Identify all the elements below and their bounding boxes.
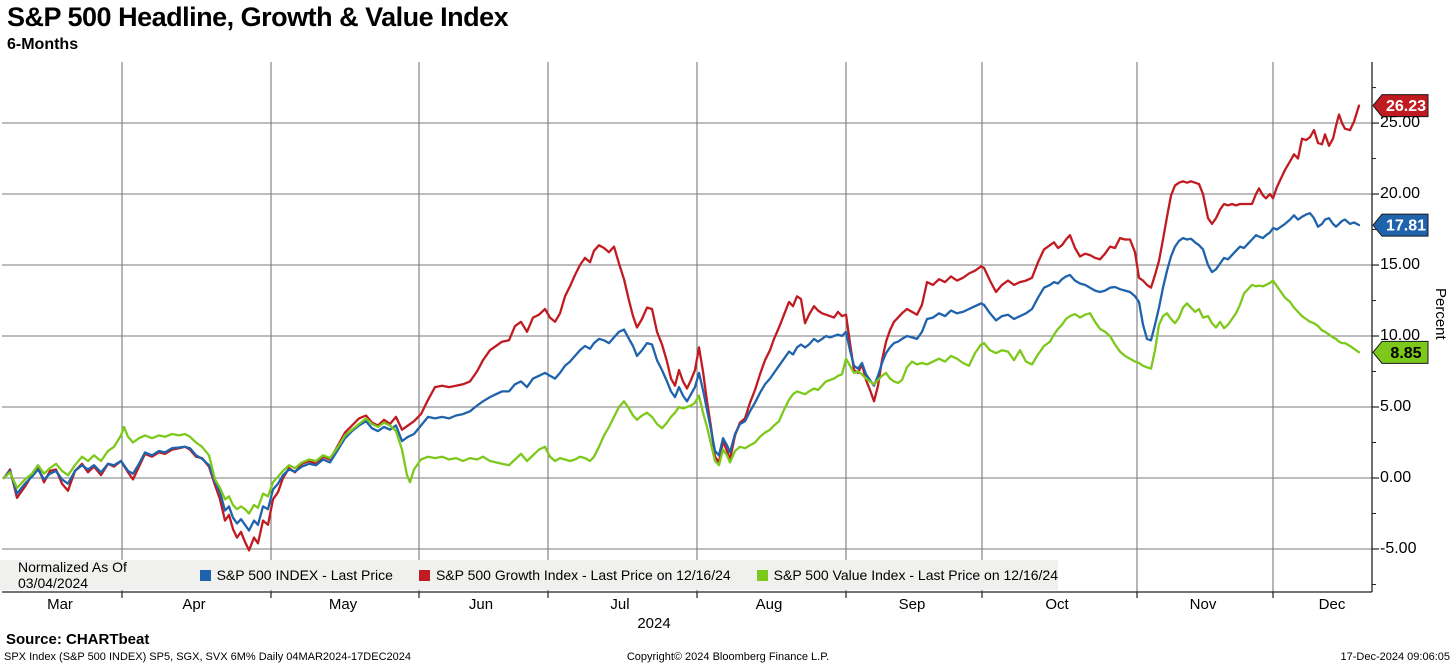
y-axis-tick-label: 15.00 bbox=[1380, 256, 1421, 274]
source-label: Source: CHARTbeat bbox=[6, 631, 150, 648]
page-title: S&P 500 Headline, Growth & Value Index bbox=[7, 2, 509, 32]
series-line bbox=[2, 104, 1361, 552]
x-axis-month-label: Oct bbox=[1045, 596, 1069, 613]
legend-item-label: S&P 500 Value Index - Last Price on 12/1… bbox=[773, 567, 1058, 583]
x-axis-month-label: Sep bbox=[898, 596, 926, 613]
x-axis-month-label: Nov bbox=[1189, 596, 1217, 613]
x-axis-month-label: Mar bbox=[47, 596, 73, 613]
y-axis-tick-label: -5.00 bbox=[1380, 539, 1417, 557]
last-price-tag-value: 8.85 bbox=[1390, 345, 1421, 362]
legend-item-growth: S&P 500 Growth Index - Last Price on 12/… bbox=[418, 567, 731, 583]
copyright-text: Copyright© 2024 Bloomberg Finance L.P. bbox=[626, 651, 830, 663]
chart-period-subtitle: 6-Months bbox=[7, 36, 79, 53]
y-axis-tick-label: 0.00 bbox=[1380, 468, 1412, 486]
last-price-tag-value: 17.81 bbox=[1386, 218, 1426, 235]
series-line bbox=[2, 212, 1361, 532]
x-axis-month-label: Apr bbox=[182, 596, 206, 613]
last-price-tag-value: 26.23 bbox=[1386, 98, 1426, 115]
last-price-tag bbox=[1372, 94, 1429, 118]
chart-timestamp: 17-Dec-2024 09:06:05 bbox=[1340, 651, 1450, 663]
y-axis-tick-label: 10.00 bbox=[1380, 327, 1421, 344]
y-axis-tick-label: 5.00 bbox=[1380, 398, 1412, 415]
x-axis-month-label: Jun bbox=[468, 596, 494, 613]
legend-item-label: S&P 500 Growth Index - Last Price on 12/… bbox=[435, 567, 731, 583]
legend-swatch-blue bbox=[199, 569, 211, 581]
y-axis-tick-label: 20.00 bbox=[1380, 185, 1421, 203]
y-axis-title: Percent bbox=[1432, 288, 1449, 340]
legend-item-value: S&P 500 Value Index - Last Price on 12/1… bbox=[756, 567, 1058, 583]
x-axis-month-label: Jul bbox=[610, 596, 630, 613]
legend-item-spx: S&P 500 INDEX - Last Price bbox=[199, 567, 393, 583]
legend-item-label: S&P 500 INDEX - Last Price bbox=[216, 567, 393, 583]
series-line bbox=[2, 279, 1361, 515]
security-info-text: SPX Index (S&P 500 INDEX) SP5, SGX, SVX … bbox=[4, 651, 411, 663]
x-axis-month-label: Aug bbox=[755, 596, 783, 613]
x-axis-month-label: Dec bbox=[1318, 596, 1346, 613]
last-price-tag bbox=[1372, 340, 1429, 364]
legend-swatch-green bbox=[756, 569, 768, 581]
x-axis-month-label: May bbox=[328, 596, 358, 613]
chart-legend: Normalized As Of 03/04/2024 S&P 500 INDE… bbox=[0, 559, 1058, 591]
y-axis-tick-label: 25.00 bbox=[1380, 114, 1421, 132]
legend-swatch-red bbox=[418, 569, 430, 581]
x-axis-year-label: 2024 bbox=[637, 615, 671, 632]
legend-normalized-note: Normalized As Of 03/04/2024 bbox=[18, 559, 127, 591]
last-price-tag bbox=[1372, 213, 1429, 237]
